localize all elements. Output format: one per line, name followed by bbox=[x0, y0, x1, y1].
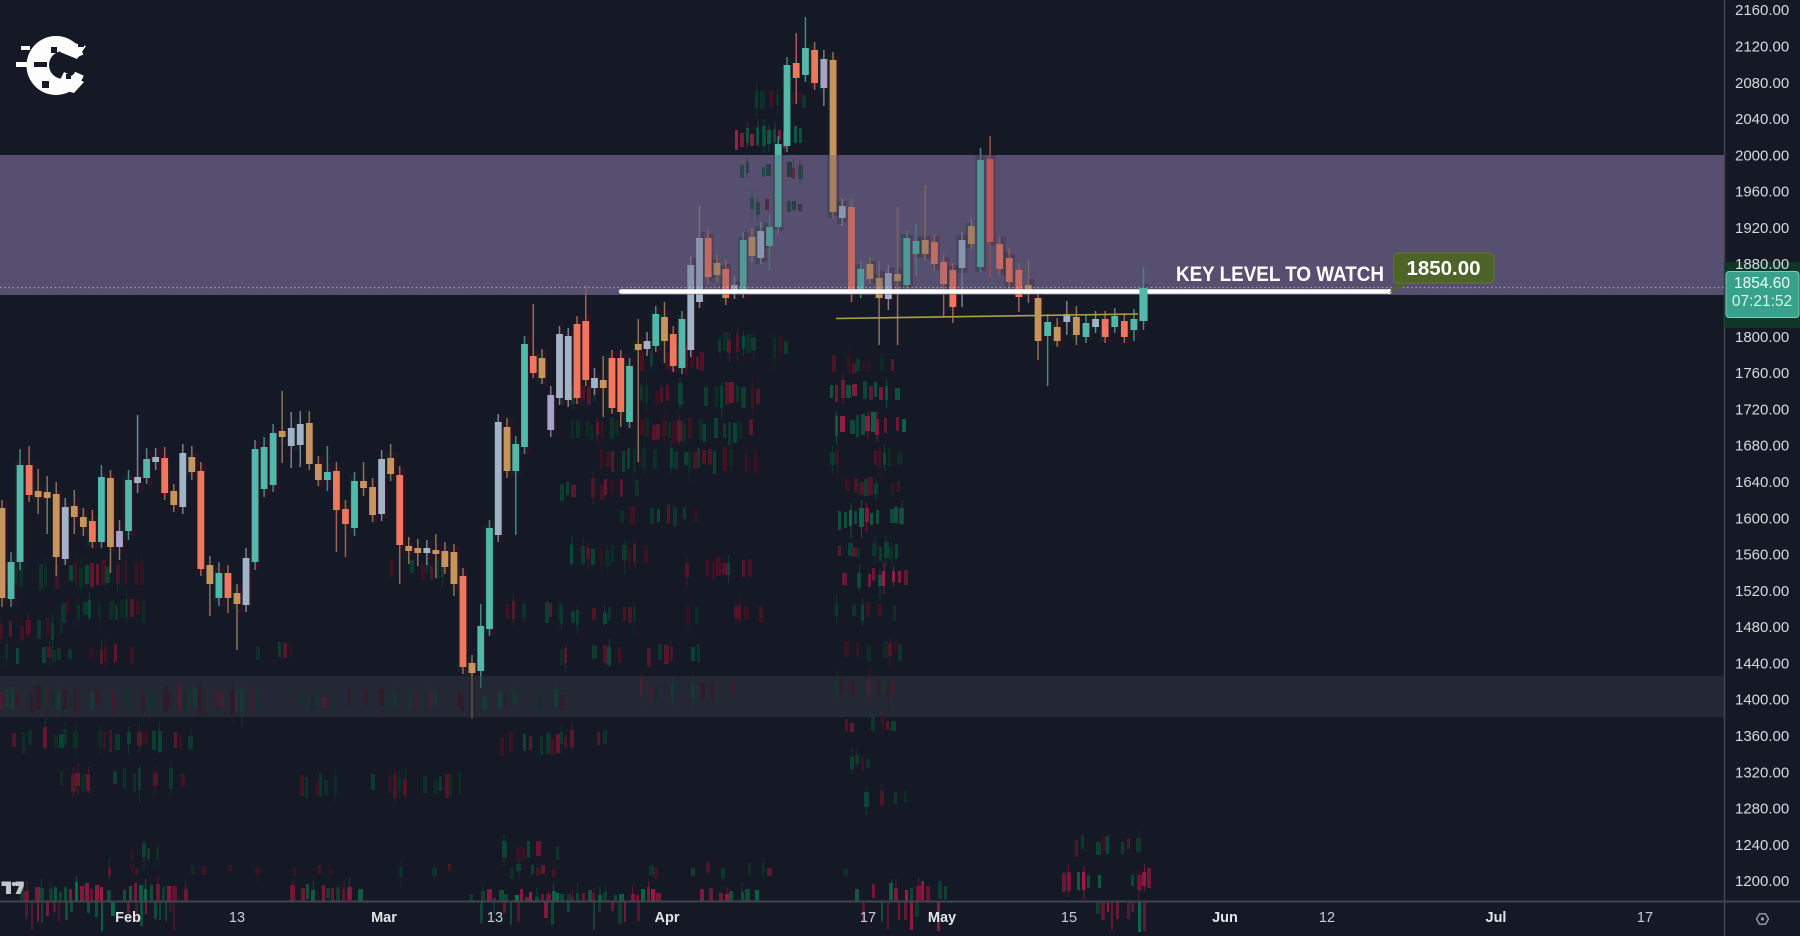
svg-text:May: May bbox=[928, 910, 956, 926]
svg-text:Feb: Feb bbox=[115, 910, 141, 926]
svg-text:1760.00: 1760.00 bbox=[1735, 365, 1789, 382]
svg-text:12: 12 bbox=[1319, 910, 1335, 926]
svg-text:1850.00: 1850.00 bbox=[1406, 257, 1480, 280]
svg-text:1600.00: 1600.00 bbox=[1735, 510, 1789, 527]
svg-text:1320.00: 1320.00 bbox=[1735, 764, 1789, 781]
svg-text:1854.60: 1854.60 bbox=[1734, 275, 1790, 292]
svg-text:07:21:52: 07:21:52 bbox=[1732, 293, 1792, 310]
svg-text:1280.00: 1280.00 bbox=[1735, 801, 1789, 818]
svg-text:1240.00: 1240.00 bbox=[1735, 837, 1789, 854]
svg-text:1880.00: 1880.00 bbox=[1735, 256, 1789, 273]
svg-text:13: 13 bbox=[487, 910, 503, 926]
svg-text:1560.00: 1560.00 bbox=[1735, 547, 1789, 564]
svg-text:17: 17 bbox=[1637, 910, 1653, 926]
svg-text:1920.00: 1920.00 bbox=[1735, 220, 1789, 237]
svg-text:1720.00: 1720.00 bbox=[1735, 401, 1789, 418]
svg-text:1480.00: 1480.00 bbox=[1735, 619, 1789, 636]
svg-text:Mar: Mar bbox=[371, 910, 397, 926]
svg-text:1800.00: 1800.00 bbox=[1735, 329, 1789, 346]
svg-text:2120.00: 2120.00 bbox=[1735, 39, 1789, 56]
svg-text:2000.00: 2000.00 bbox=[1735, 147, 1789, 164]
svg-text:1400.00: 1400.00 bbox=[1735, 692, 1789, 709]
svg-text:2160.00: 2160.00 bbox=[1735, 2, 1789, 19]
svg-text:2080.00: 2080.00 bbox=[1735, 75, 1789, 92]
svg-text:1200.00: 1200.00 bbox=[1735, 873, 1789, 890]
svg-text:KEY LEVEL TO WATCH: KEY LEVEL TO WATCH bbox=[1176, 262, 1384, 286]
svg-text:17: 17 bbox=[860, 910, 876, 926]
svg-text:Jul: Jul bbox=[1486, 910, 1507, 926]
svg-text:15: 15 bbox=[1061, 910, 1077, 926]
svg-text:13: 13 bbox=[229, 910, 245, 926]
svg-text:1440.00: 1440.00 bbox=[1735, 655, 1789, 672]
svg-text:Jun: Jun bbox=[1212, 910, 1238, 926]
svg-text:Apr: Apr bbox=[655, 910, 680, 926]
svg-text:1640.00: 1640.00 bbox=[1735, 474, 1789, 491]
svg-text:1360.00: 1360.00 bbox=[1735, 728, 1789, 745]
svg-text:1520.00: 1520.00 bbox=[1735, 583, 1789, 600]
svg-text:2040.00: 2040.00 bbox=[1735, 111, 1789, 128]
svg-text:1960.00: 1960.00 bbox=[1735, 184, 1789, 201]
svg-text:1680.00: 1680.00 bbox=[1735, 438, 1789, 455]
